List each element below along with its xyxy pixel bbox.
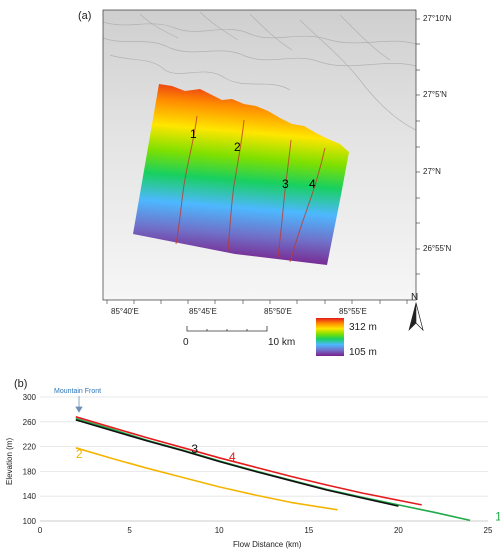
hillshade-ridges xyxy=(103,11,416,131)
panel-b-label: (b) xyxy=(14,378,27,390)
x-tick-label: 0 xyxy=(38,526,43,535)
scale-bar-line xyxy=(186,326,268,332)
y-tick-labels: 100 140 180 220 260 300 xyxy=(23,393,37,526)
x-tick-label: 15 xyxy=(304,526,313,535)
mountain-front-annotation: Mountain Front xyxy=(54,388,101,395)
scale-bar: 0 10 km xyxy=(183,326,295,348)
series-line-2 xyxy=(75,447,338,511)
panel-a-label: (a) xyxy=(78,10,91,22)
x-axis-title: Flow Distance (km) xyxy=(233,540,302,549)
streams xyxy=(175,115,326,263)
series-label-3: 3 xyxy=(191,442,198,456)
lon-label: 85°40'E xyxy=(111,307,139,316)
legend-max-label: 312 m xyxy=(349,322,377,333)
lat-label: 27°N xyxy=(423,167,441,176)
x-tick-label: 20 xyxy=(394,526,403,535)
map-frame xyxy=(102,9,420,304)
x-tick-label: 5 xyxy=(127,526,132,535)
chart-grid xyxy=(40,396,488,497)
y-tick-label: 260 xyxy=(23,418,37,427)
x-tick-label: 10 xyxy=(215,526,224,535)
y-tick-label: 100 xyxy=(23,517,37,526)
north-label: N xyxy=(411,292,418,303)
series-label-4: 4 xyxy=(229,450,236,464)
lat-label: 27°10'N xyxy=(423,14,452,23)
map-border xyxy=(102,9,417,301)
lat-label: 27°5'N xyxy=(423,90,447,99)
series-labels: 1 2 3 4 xyxy=(76,442,500,523)
elevation-profile-chart: 100 140 180 220 260 300 0 5 10 15 20 25 1 2 3 4 Eleva… xyxy=(5,388,500,549)
lon-label: 85°55'E xyxy=(339,307,367,316)
stream-label-1: 1 xyxy=(190,127,197,141)
dem-raster xyxy=(133,84,349,265)
panel-b: (b) 100 140 180 220 260 300 0 5 10 15 20 25 1 2 3 4 E… xyxy=(5,378,500,549)
stream-label-3: 3 xyxy=(282,177,289,191)
series-label-1: 1 xyxy=(495,509,500,523)
series-line-3 xyxy=(75,419,399,507)
legend-color-ramp xyxy=(316,318,344,356)
elevation-legend: 312 m 105 m xyxy=(316,318,377,358)
lon-label: 85°50'E xyxy=(264,307,292,316)
map-ticks xyxy=(106,18,420,304)
lon-label: 85°45'E xyxy=(189,307,217,316)
y-tick-label: 140 xyxy=(23,492,37,501)
x-tick-label: 25 xyxy=(484,526,493,535)
y-tick-label: 180 xyxy=(23,467,37,476)
legend-min-label: 105 m xyxy=(349,347,377,358)
y-tick-label: 300 xyxy=(23,393,37,402)
stream-label-2: 2 xyxy=(234,140,241,154)
panel-a: (a) xyxy=(78,9,452,358)
north-arrow: N xyxy=(408,292,424,331)
scale-end-label: 10 km xyxy=(268,337,295,348)
arrow-down-icon xyxy=(75,406,83,413)
mountain-front-arrow xyxy=(75,396,83,413)
scale-start-label: 0 xyxy=(183,337,189,348)
lat-label: 26°55'N xyxy=(423,244,452,253)
latitude-labels: 27°10'N 27°5'N 27°N 26°55'N xyxy=(423,14,452,253)
x-tick-labels: 0 5 10 15 20 25 xyxy=(38,526,493,535)
y-tick-label: 220 xyxy=(23,443,37,452)
stream-label-4: 4 xyxy=(309,177,316,191)
longitude-labels: 85°40'E 85°45'E 85°50'E 85°55'E xyxy=(111,307,367,316)
y-axis-title: Elevation (m) xyxy=(5,438,14,485)
series-line-4 xyxy=(75,416,422,506)
stream-labels: 1 2 3 4 xyxy=(190,127,316,191)
series-label-2: 2 xyxy=(76,447,83,461)
series-lines xyxy=(75,416,471,522)
